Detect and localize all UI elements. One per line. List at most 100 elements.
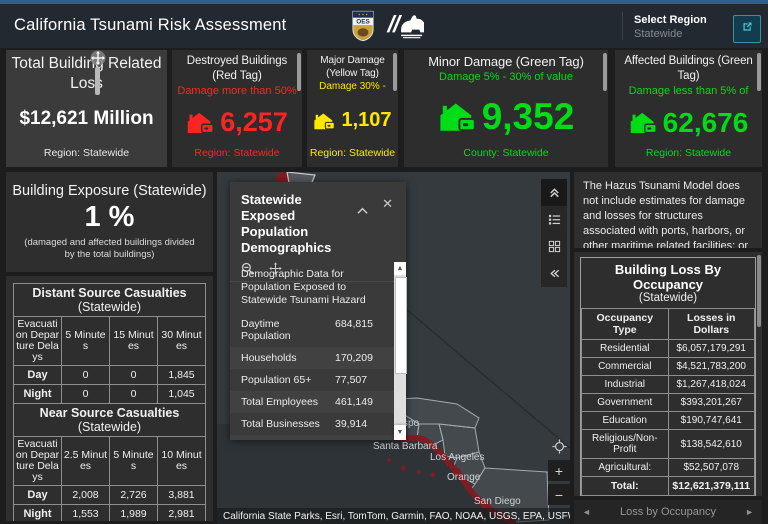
row-label: Day xyxy=(13,485,62,505)
row-label: Households with Disability xyxy=(230,435,333,440)
row-value: 461,149 xyxy=(335,396,373,408)
header-cell: Losses in Dollars xyxy=(667,308,755,340)
card-scrollbar[interactable] xyxy=(393,53,397,91)
card-title-area: Minor Damage (Green Tag) Damage 5% - 30%… xyxy=(404,50,608,86)
close-popup-icon[interactable]: ✕ xyxy=(382,196,393,211)
tsunami-hazard-map[interactable]: spo Santa Barbara Los Angeles Orange San… xyxy=(217,172,570,524)
attribution-text: California State Parks, Esri, TomTom, Ga… xyxy=(223,510,570,522)
locate-button[interactable] xyxy=(548,436,570,457)
occupancy-loss: $138,542,610 xyxy=(667,429,755,459)
occupancy-loss: $6,057,179,291 xyxy=(667,339,755,358)
hazus-note-panel: The Hazus Tsunami Model does not include… xyxy=(574,172,762,248)
zoom-in-button[interactable]: + xyxy=(548,460,570,481)
collapse-left-button[interactable] xyxy=(541,260,567,287)
cell: 0 xyxy=(61,384,110,404)
occupancy-type: Education xyxy=(581,411,669,430)
label-san-diego: San Diego xyxy=(474,496,521,507)
table-row: Households 170,209 xyxy=(230,347,394,369)
occupancy-loss: $4,521,783,200 xyxy=(667,357,755,376)
card-footer: Region: Statewide xyxy=(645,147,732,159)
card-title-area: Total Building Related Loss xyxy=(6,50,167,90)
popup-scrollbar[interactable]: ▲ ▼ xyxy=(394,262,407,440)
card-scrollbar[interactable] xyxy=(95,67,100,95)
label-orange: Orange xyxy=(447,472,481,483)
cell: 1,553 xyxy=(61,504,110,521)
header-cell: 5 Minutes xyxy=(109,436,158,486)
card-affected-buildings: Affected Buildings (Green Tag) Damage le… xyxy=(615,50,762,167)
card-value-row: 9,352 xyxy=(404,86,608,147)
card-title-area: Destroyed Buildings (Red Tag) Damage mor… xyxy=(172,50,302,98)
pager-label: Loss by Occupancy xyxy=(620,506,716,518)
card-value-row: 62,676 xyxy=(615,98,762,147)
row-label: Night xyxy=(13,504,62,521)
table-row: Total Businesses 39,914 xyxy=(230,413,394,435)
card-value: 9,352 xyxy=(481,95,575,137)
table-row: Population 65+ 77,507 xyxy=(230,369,394,391)
header-cell: 10 Minutes xyxy=(157,436,206,486)
total-value: $12,621,379,111 xyxy=(667,476,755,496)
occupancy-type: Residential xyxy=(581,339,669,358)
select-region-label: Select Region xyxy=(634,14,707,26)
loss-table-scope: (Statewide) xyxy=(638,292,698,304)
cell: 1,845 xyxy=(157,365,206,385)
card-scrollbar[interactable] xyxy=(603,53,607,91)
external-link-icon xyxy=(741,20,754,38)
card-title: Minor Damage (Green Tag) xyxy=(428,54,584,69)
label-san-luis-obispo: spo xyxy=(403,418,420,429)
building-exposure-panel: Building Exposure (Statewide) 1 % (damag… xyxy=(6,172,213,272)
collapse-up-button[interactable] xyxy=(541,179,567,206)
casualties-table: Distant Source Casualties (Statewide) Ev… xyxy=(13,283,206,521)
cell: 0 xyxy=(61,365,110,385)
pager-prev-icon[interactable]: ◄ xyxy=(582,507,591,517)
pager-next-icon[interactable]: ► xyxy=(745,507,754,517)
red-tag-house-icon xyxy=(186,111,215,134)
table-row: Agricultural: $52,507,078 xyxy=(581,458,755,477)
row-value: 39,914 xyxy=(335,418,368,430)
header-divider xyxy=(622,12,623,40)
svg-text:OES: OES xyxy=(356,18,370,25)
occupancy-loss: $1,267,418,024 xyxy=(667,375,755,394)
card-value: $12,621 Million xyxy=(19,107,154,129)
top-accent-bar xyxy=(0,0,768,4)
row-label: Daytime Population xyxy=(241,318,291,342)
occupancy-loss: $393,201,267 xyxy=(667,393,755,412)
card-scrollbar[interactable] xyxy=(297,53,301,91)
zoom-to-icon[interactable] xyxy=(241,262,254,275)
card-value-row: 1,107 xyxy=(307,94,398,147)
pan-dock-icon[interactable] xyxy=(269,262,282,275)
row-label: Population 65+ xyxy=(241,374,312,386)
map-place-labels: spo Santa Barbara Los Angeles Orange San… xyxy=(373,418,521,507)
zoom-out-button[interactable]: − xyxy=(548,484,570,505)
scroll-down-icon[interactable]: ▼ xyxy=(394,425,406,440)
region-selector[interactable]: Select Region Statewide xyxy=(634,13,707,41)
header-cell: 2.5 Minutes xyxy=(61,436,110,486)
distant-title-scope: (Statewide) xyxy=(77,300,142,314)
collapse-popup-icon[interactable] xyxy=(357,202,368,220)
hazus-note-text: The Hazus Tsunami Model does not include… xyxy=(583,180,749,248)
map-popup: Statewide Exposed Population Demographic… xyxy=(230,182,407,440)
card-footer: Region: Statewide xyxy=(194,147,280,159)
scroll-up-icon[interactable]: ▲ xyxy=(394,262,406,275)
card-total-building-loss: Total Building Related Loss $12,621 Mill… xyxy=(6,50,167,167)
california-geological-survey-logo xyxy=(382,12,426,45)
basemap-button[interactable] xyxy=(541,233,567,260)
legend-button[interactable] xyxy=(541,206,567,233)
popup-description: Demographic Data for Population Exposed … xyxy=(241,268,366,306)
loss-table-title: Building Loss By Occupancy xyxy=(614,262,722,292)
green-tag-house-icon xyxy=(438,101,476,132)
cell: 0 xyxy=(109,365,158,385)
row-label: Households xyxy=(241,352,297,364)
card-scrollbar[interactable] xyxy=(757,53,761,91)
popup-header[interactable]: Statewide Exposed Population Demographic… xyxy=(230,182,406,258)
panel-scrollbar[interactable] xyxy=(757,255,761,327)
card-title-area: Major Damage (Yellow Tag) Damage 30% - 5… xyxy=(307,50,398,94)
occupancy-loss: $190,747,641 xyxy=(667,411,755,430)
external-link-button[interactable] xyxy=(733,15,761,43)
cell: 2,008 xyxy=(61,485,110,505)
label-los-angeles: Los Angeles xyxy=(430,452,485,463)
row-label: Total Employees xyxy=(241,396,319,408)
card-footer: Region: Statewide xyxy=(309,147,396,159)
building-loss-panel: Building Loss By Occupancy (Statewide) O… xyxy=(574,252,762,496)
scrollbar-thumb[interactable] xyxy=(395,277,407,374)
card-value: 6,257 xyxy=(220,107,288,137)
